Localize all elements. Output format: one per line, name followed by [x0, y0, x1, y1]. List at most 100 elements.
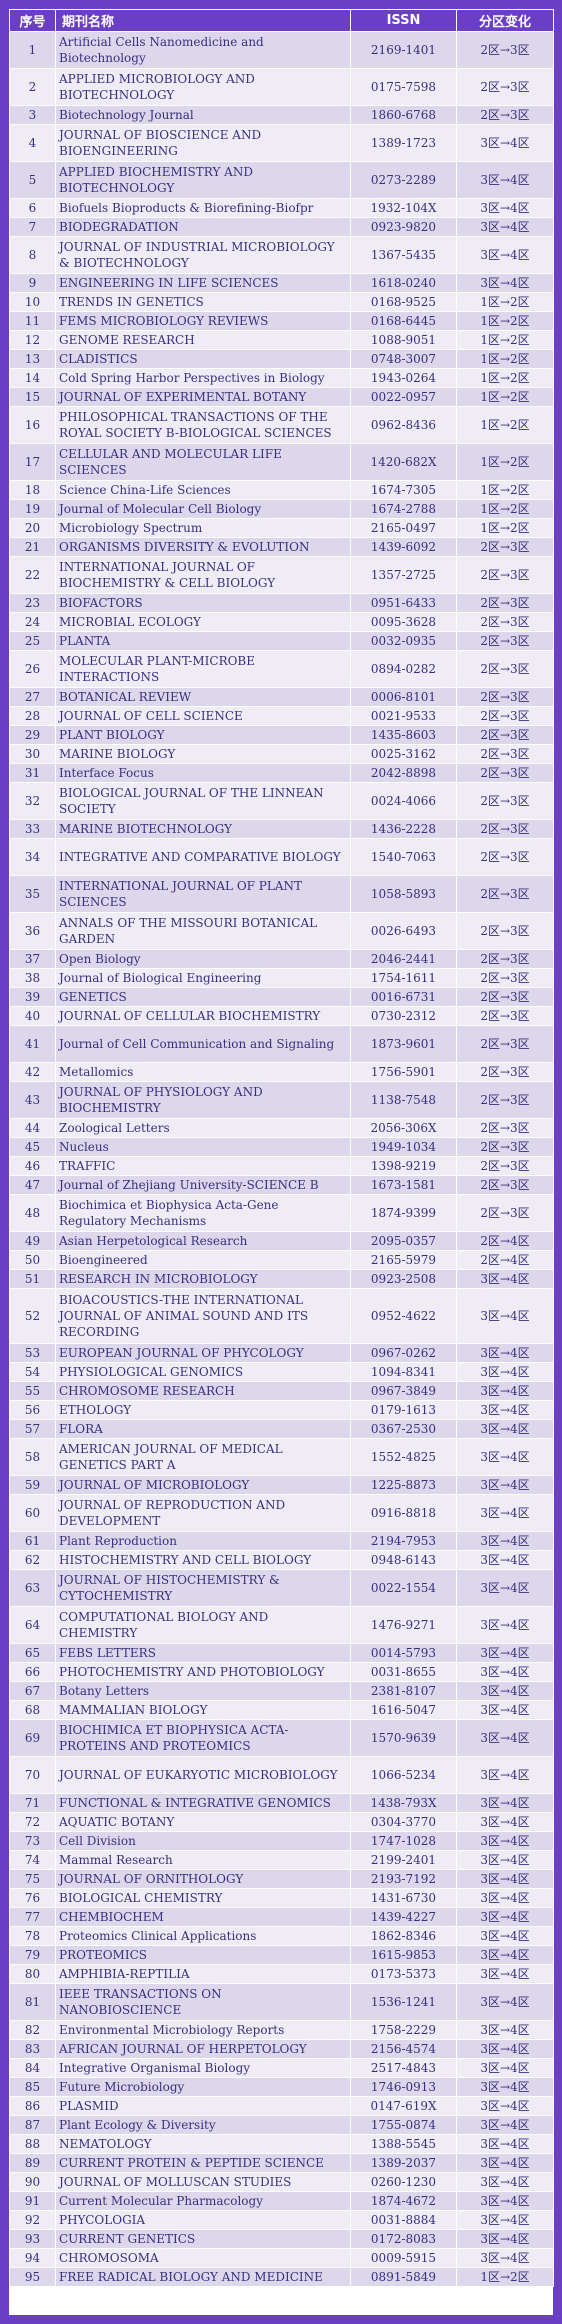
- row-number: 17: [9, 443, 56, 481]
- table-row: 27 BOTANICAL REVIEW 0006-8101 2区→3区: [9, 687, 554, 707]
- table-row: 49 Asian Herpetological Research 2095-0357…: [9, 1231, 554, 1251]
- table-row: 30 MARINE BIOLOGY 0025-3162 2区→3区: [9, 744, 554, 764]
- zone-change: 3区→4区: [456, 1662, 554, 1682]
- issn-value: 2194-7953: [350, 1531, 457, 1551]
- table-row: 63 JOURNAL OF HISTOCHEMISTRY & CYTOCHEMIS…: [9, 1569, 554, 1607]
- zone-change: 1区→2区: [456, 480, 554, 500]
- row-number: 45: [9, 1137, 56, 1157]
- zone-change: 3区→4区: [456, 2115, 554, 2135]
- row-number: 43: [9, 1081, 56, 1119]
- issn-value: 2165-0497: [350, 518, 457, 538]
- table-row: 50 Bioengineered 2165-5979 2区→4区: [9, 1250, 554, 1270]
- row-number: 77: [9, 1907, 56, 1927]
- table-row: 86 PLASMID 0147-619X 3区→4区: [9, 2096, 554, 2116]
- journal-name: Artificial Cells Nanomedicine and Biotec…: [55, 31, 351, 69]
- issn-value: 1943-0264: [350, 368, 457, 388]
- journal-name: Biochimica et Biophysica Acta-Gene Regul…: [55, 1194, 351, 1232]
- zone-change: 3区→4区: [456, 1288, 554, 1344]
- table-row: 36 ANNALS OF THE MISSOURI BOTANICAL GARDE…: [9, 912, 554, 950]
- issn-value: 1439-6092: [350, 537, 457, 557]
- row-number: 31: [9, 763, 56, 783]
- issn-value: 1088-9051: [350, 330, 457, 350]
- row-number: 75: [9, 1869, 56, 1889]
- journal-name: JOURNAL OF EUKARYOTIC MICROBIOLOGY: [55, 1756, 351, 1794]
- zone-change: 3区→4区: [456, 1438, 554, 1476]
- journal-name: CHROMOSOMA: [55, 2248, 351, 2268]
- row-number: 6: [9, 198, 56, 218]
- zone-change: 2区→3区: [456, 1118, 554, 1138]
- journal-name: BIOLOGICAL JOURNAL OF THE LINNEAN SOCIET…: [55, 782, 351, 820]
- zone-change: 3区→4区: [456, 1494, 554, 1532]
- row-number: 46: [9, 1156, 56, 1176]
- row-number: 50: [9, 1250, 56, 1270]
- issn-value: 1616-5047: [350, 1700, 457, 1720]
- journal-name: Cell Division: [55, 1831, 351, 1851]
- table-row: 90 JOURNAL OF MOLLUSCAN STUDIES 0260-1230 3…: [9, 2172, 554, 2192]
- issn-value: 1094-8341: [350, 1362, 457, 1382]
- journal-name: JOURNAL OF ORNITHOLOGY: [55, 1869, 351, 1889]
- table-row: 75 JOURNAL OF ORNITHOLOGY 2193-7192 3区→4区: [9, 1869, 554, 1889]
- zone-change: 3区→4区: [456, 1606, 554, 1644]
- zone-change: 3区→4区: [456, 1869, 554, 1889]
- table-row: 61 Plant Reproduction 2194-7953 3区→4区: [9, 1531, 554, 1551]
- table-row: 29 PLANT BIOLOGY 1435-8603 2区→3区: [9, 725, 554, 745]
- journal-name: Environmental Microbiology Reports: [55, 2020, 351, 2040]
- table-row: 62 HISTOCHEMISTRY AND CELL BIOLOGY 0948-61…: [9, 1550, 554, 1570]
- zone-change: 2区→3区: [456, 1006, 554, 1026]
- zone-change: 2区→3区: [456, 875, 554, 913]
- journal-name: Interface Focus: [55, 763, 351, 783]
- row-number: 79: [9, 1945, 56, 1965]
- journal-name: AMERICAN JOURNAL OF MEDICAL GENETICS PAR…: [55, 1438, 351, 1476]
- journal-name: BIODEGRADATION: [55, 217, 351, 237]
- table-row: 37 Open Biology 2046-2441 2区→3区: [9, 949, 554, 969]
- table-row: 39 GENETICS 0016-6731 2区→3区: [9, 987, 554, 1007]
- row-number: 11: [9, 311, 56, 331]
- journal-name: TRENDS IN GENETICS: [55, 292, 351, 312]
- journal-name: Botany Letters: [55, 1681, 351, 1701]
- issn-value: 0948-6143: [350, 1550, 457, 1570]
- journal-name: HISTOCHEMISTRY AND CELL BIOLOGY: [55, 1550, 351, 1570]
- table-row: 31 Interface Focus 2042-8898 2区→3区: [9, 763, 554, 783]
- issn-value: 1436-2228: [350, 819, 457, 839]
- row-number: 21: [9, 537, 56, 557]
- journal-name: Future Microbiology: [55, 2077, 351, 2097]
- row-number: 26: [9, 650, 56, 688]
- zone-change: 3区→4区: [456, 1793, 554, 1813]
- issn-value: 0891-5849: [350, 2267, 457, 2287]
- table-row: 48 Biochimica et Biophysica Acta-Gene Reg…: [9, 1194, 554, 1232]
- table-row: 92 PHYCOLOGIA 0031-8884 3区→4区: [9, 2210, 554, 2230]
- row-number: 73: [9, 1831, 56, 1851]
- zone-change: 2区→3区: [456, 706, 554, 726]
- row-number: 13: [9, 349, 56, 369]
- journal-name: BIOLOGICAL CHEMISTRY: [55, 1888, 351, 1908]
- zone-change: 3区→4区: [456, 1700, 554, 1720]
- row-number: 29: [9, 725, 56, 745]
- journal-name: AMPHIBIA-REPTILIA: [55, 1964, 351, 1984]
- zone-change: 1区→2区: [456, 292, 554, 312]
- zone-change: 2区→3区: [456, 987, 554, 1007]
- row-number: 51: [9, 1269, 56, 1289]
- journal-name: PLASMID: [55, 2096, 351, 2116]
- zone-change: 3区→4区: [456, 2153, 554, 2173]
- table-row: 74 Mammal Research 2199-2401 3区→4区: [9, 1850, 554, 1870]
- table-row: 51 RESEARCH IN MICROBIOLOGY 0923-2508 3区→4区: [9, 1269, 554, 1289]
- journal-name: Journal of Zhejiang University-SCIENCE B: [55, 1175, 351, 1195]
- table-row: 68 MAMMALIAN BIOLOGY 1616-5047 3区→4区: [9, 1700, 554, 1720]
- journal-name: Plant Ecology & Diversity: [55, 2115, 351, 2135]
- journal-name: APPLIED BIOCHEMISTRY AND BIOTECHNOLOGY: [55, 161, 351, 199]
- journal-name: GENETICS: [55, 987, 351, 1007]
- row-number: 87: [9, 2115, 56, 2135]
- table-row: 94 CHROMOSOMA 0009-5915 3区→4区: [9, 2248, 554, 2268]
- issn-value: 0179-1613: [350, 1400, 457, 1420]
- zone-change: 2区→3区: [456, 1137, 554, 1157]
- zone-change: 3区→4区: [456, 217, 554, 237]
- journal-name: MOLECULAR PLANT-MICROBE INTERACTIONS: [55, 650, 351, 688]
- table-row: 28 JOURNAL OF CELL SCIENCE 0021-9533 2区→3区: [9, 706, 554, 726]
- issn-value: 1138-7548: [350, 1081, 457, 1119]
- issn-value: 1873-9601: [350, 1025, 457, 1063]
- zone-change: 2区→3区: [456, 1081, 554, 1119]
- journal-name: JOURNAL OF MOLLUSCAN STUDIES: [55, 2172, 351, 2192]
- journal-name: Open Biology: [55, 949, 351, 969]
- row-number: 9: [9, 273, 56, 293]
- zone-change: 2区→3区: [456, 650, 554, 688]
